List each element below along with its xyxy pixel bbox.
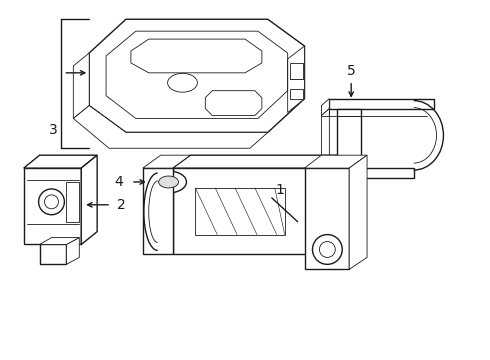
Polygon shape [172,168,319,255]
Polygon shape [74,105,268,148]
Polygon shape [143,155,191,168]
Polygon shape [321,99,329,116]
Polygon shape [337,109,361,168]
Polygon shape [290,89,302,99]
Polygon shape [81,155,97,244]
Polygon shape [288,46,305,113]
Ellipse shape [39,189,64,215]
Text: 5: 5 [347,64,356,78]
Text: 2: 2 [117,198,125,212]
Ellipse shape [319,242,335,257]
Ellipse shape [168,73,197,92]
Polygon shape [319,155,337,255]
Ellipse shape [45,195,58,209]
Ellipse shape [151,171,187,193]
Polygon shape [172,155,337,168]
Polygon shape [349,155,367,269]
Text: 3: 3 [49,123,58,138]
Polygon shape [305,155,367,168]
Polygon shape [89,19,305,132]
Polygon shape [24,168,81,244]
Polygon shape [305,168,349,269]
Text: 1: 1 [275,183,284,197]
Ellipse shape [313,235,342,264]
Polygon shape [24,155,97,168]
Polygon shape [74,53,89,118]
Ellipse shape [159,176,178,188]
Polygon shape [329,168,361,178]
Polygon shape [40,244,66,264]
Polygon shape [143,168,172,255]
Polygon shape [361,168,414,178]
Polygon shape [329,99,434,109]
Polygon shape [290,63,302,79]
Polygon shape [66,238,79,264]
Polygon shape [321,109,329,175]
Polygon shape [40,238,79,244]
Text: 4: 4 [115,175,123,189]
